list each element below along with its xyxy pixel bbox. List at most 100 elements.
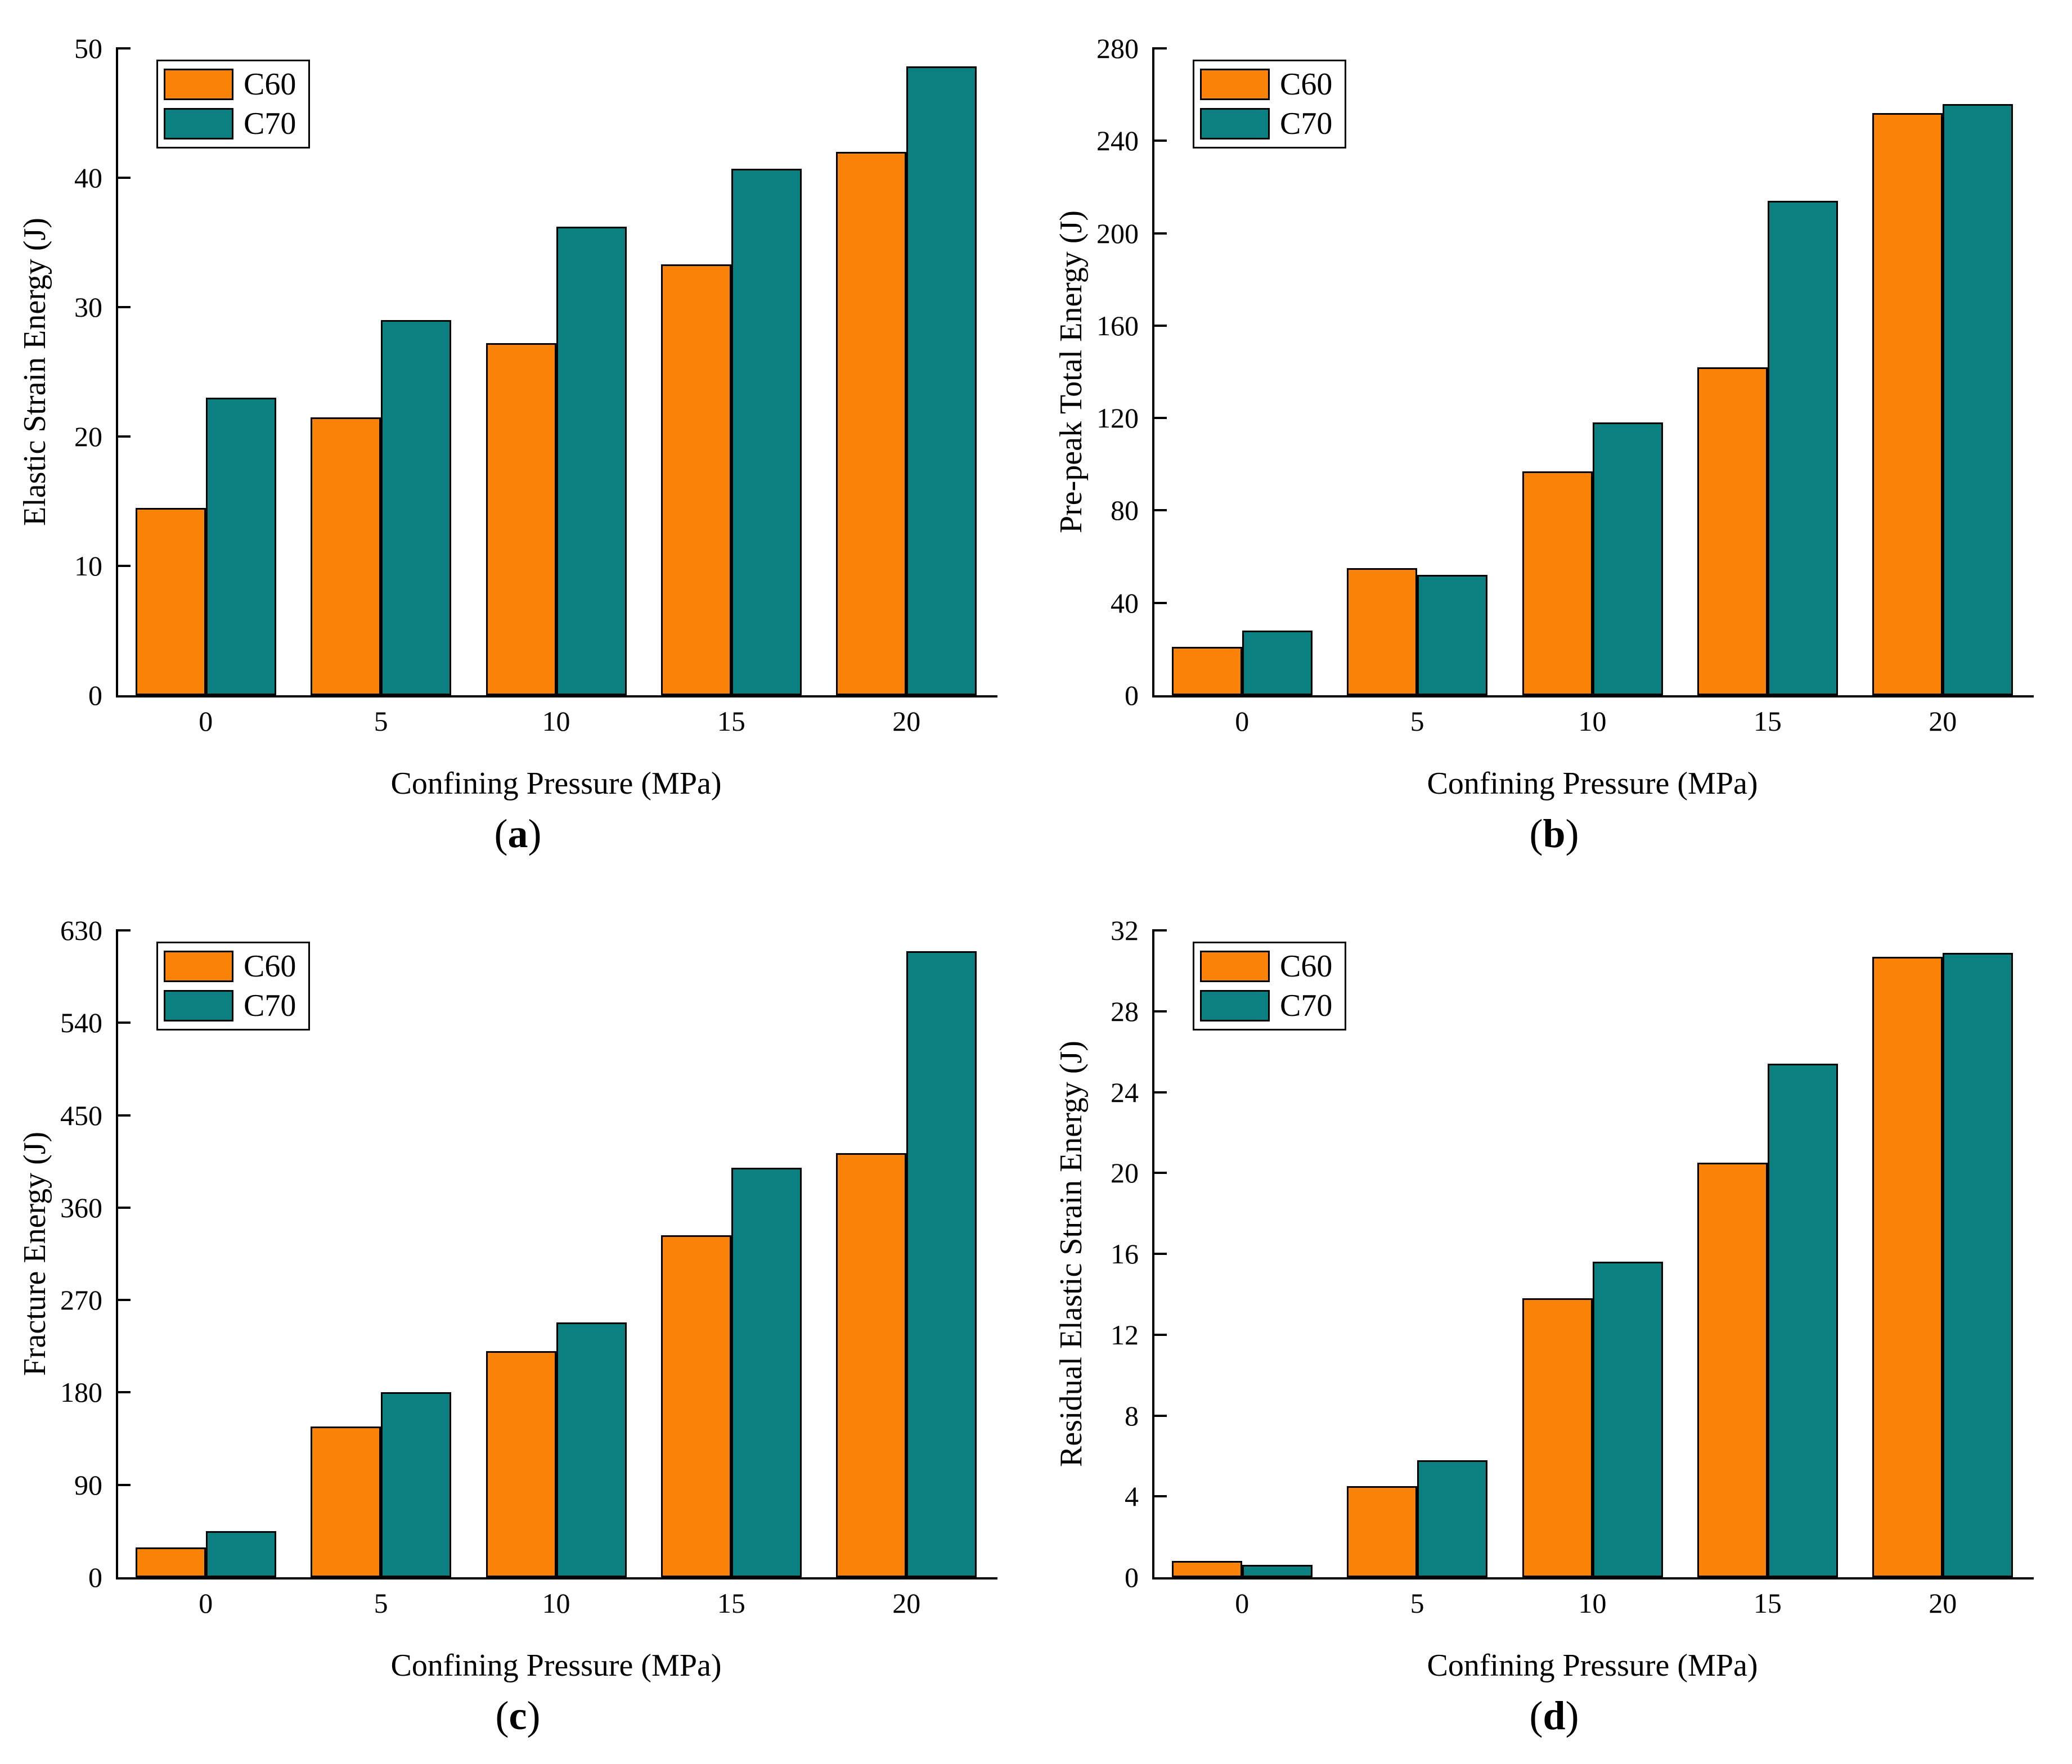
y-axis-title: Elastic Strain Energy (J) <box>17 218 52 526</box>
bar-C60-10MPa <box>486 1351 556 1577</box>
legend-row-C60: C60 <box>164 949 296 984</box>
y-tick-label: 4 <box>1125 1480 1139 1513</box>
x-tick-label: 15 <box>717 705 745 737</box>
y-tick-mark <box>118 1391 131 1394</box>
y-tick-label: 20 <box>74 421 102 452</box>
panel-letter: (d) <box>1036 1692 2072 1739</box>
x-tick-label: 0 <box>199 705 213 737</box>
y-tick-mark <box>1154 1010 1167 1012</box>
y-tick-mark <box>1154 417 1167 420</box>
y-tick-label: 40 <box>1111 587 1139 619</box>
y-tick-mark <box>118 177 131 179</box>
y-tick-mark <box>118 1483 131 1486</box>
panel-letter-paren: ) <box>1565 811 1579 856</box>
y-tick-mark <box>1154 324 1167 327</box>
legend-label-C60: C60 <box>244 949 296 984</box>
x-tick-label: 15 <box>1753 1587 1782 1619</box>
y-tick-label: 280 <box>1096 33 1139 64</box>
y-axis-line <box>116 47 118 698</box>
panel-letter: (b) <box>1036 810 2072 857</box>
panel-letter-char: b <box>1543 811 1566 856</box>
legend-label-C70: C70 <box>1280 106 1333 141</box>
y-tick-label: 16 <box>1111 1238 1139 1270</box>
panel-letter-char: c <box>509 1693 527 1738</box>
y-tick-mark <box>1154 601 1167 604</box>
plot-area <box>116 929 997 1580</box>
y-tick-mark <box>1154 1414 1167 1417</box>
y-tick-mark <box>1154 1172 1167 1174</box>
legend-label-C60: C60 <box>1280 67 1333 102</box>
x-axis-title: Confining Pressure (MPa) <box>1427 1648 1758 1683</box>
panel-letter: (a) <box>0 810 1036 857</box>
bar-C60-20MPa <box>836 152 907 695</box>
bar-C70-5MPa <box>381 320 452 695</box>
legend-row-C70: C70 <box>1200 988 1332 1023</box>
chart-panel-d: Residual Elastic Strain Energy (J) 0 4 8 12 1… <box>1036 882 2072 1764</box>
legend-swatch-C60 <box>1200 69 1270 100</box>
y-tick-label: 0 <box>88 1562 102 1593</box>
panel-letter-paren: ( <box>495 1693 509 1738</box>
y-tick-label: 450 <box>60 1099 102 1131</box>
y-axis-line <box>1152 929 1154 1580</box>
legend-row-C60: C60 <box>1200 949 1332 984</box>
bar-C70-0MPa <box>1242 631 1313 695</box>
y-axis-title: Pre-peak Total Energy (J) <box>1054 210 1089 534</box>
y-tick-mark <box>118 1206 131 1209</box>
x-tick-label: 10 <box>1578 1587 1607 1619</box>
legend-box: C60 C70 <box>1193 60 1347 148</box>
bar-C60-0MPa <box>135 1547 206 1577</box>
bar-C70-10MPa <box>1592 1262 1663 1577</box>
panel-letter-paren: ) <box>528 811 542 856</box>
bar-C60-5MPa <box>311 1426 381 1577</box>
bar-C60-5MPa <box>1347 568 1418 695</box>
y-tick-label: 10 <box>74 550 102 582</box>
legend-row-C60: C60 <box>1200 67 1332 102</box>
y-axis-title: Fracture Energy (J) <box>17 1131 52 1376</box>
legend-row-C70: C70 <box>164 988 296 1023</box>
x-tick-label: 0 <box>1235 705 1250 737</box>
legend-box: C60 C70 <box>156 942 311 1030</box>
bar-C60-20MPa <box>1872 113 1943 695</box>
legend-row-C70: C70 <box>164 106 296 141</box>
legend-box: C60 C70 <box>156 60 311 148</box>
y-tick-label: 90 <box>74 1469 102 1501</box>
bar-C70-15MPa <box>731 1167 802 1577</box>
legend-label-C60: C60 <box>244 67 296 102</box>
bar-C60-5MPa <box>1347 1486 1418 1577</box>
legend-swatch-C60 <box>164 951 233 982</box>
y-tick-label: 270 <box>60 1284 102 1316</box>
bar-C70-5MPa <box>381 1392 452 1577</box>
y-tick-mark <box>1154 1333 1167 1336</box>
legend-label-C70: C70 <box>244 106 296 141</box>
y-tick-label: 28 <box>1111 995 1139 1027</box>
plot-area <box>116 47 997 698</box>
y-tick-label: 240 <box>1096 125 1139 157</box>
bar-C60-15MPa <box>1697 367 1768 695</box>
bar-C70-10MPa <box>1592 422 1663 695</box>
y-tick-label: 50 <box>74 33 102 64</box>
legend-swatch-C60 <box>1200 951 1270 982</box>
bar-C60-0MPa <box>135 507 206 695</box>
y-tick-label: 120 <box>1096 402 1139 434</box>
bar-C60-10MPa <box>486 343 556 695</box>
y-tick-mark <box>1154 509 1167 512</box>
x-tick-label: 10 <box>542 705 570 737</box>
y-axis-line <box>1152 47 1154 698</box>
y-tick-mark <box>1154 140 1167 142</box>
bar-C70-5MPa <box>1417 575 1488 695</box>
bar-C70-20MPa <box>1943 104 2013 695</box>
panel-letter-char: a <box>507 811 528 856</box>
panel-letter-char: d <box>1543 1693 1566 1738</box>
legend-box: C60 C70 <box>1193 942 1347 1030</box>
x-tick-label: 0 <box>199 1587 213 1619</box>
legend-swatch-C70 <box>1200 108 1270 140</box>
bar-C60-5MPa <box>311 417 381 695</box>
bar-C60-10MPa <box>1522 1298 1593 1577</box>
y-tick-label: 0 <box>1125 1562 1139 1593</box>
panel-letter-paren: ) <box>1565 1693 1579 1738</box>
x-axis-title: Confining Pressure (MPa) <box>390 766 722 801</box>
x-tick-label: 20 <box>892 1587 921 1619</box>
bar-C70-10MPa <box>556 227 627 695</box>
y-tick-label: 40 <box>74 162 102 194</box>
bar-C70-20MPa <box>906 951 977 1577</box>
